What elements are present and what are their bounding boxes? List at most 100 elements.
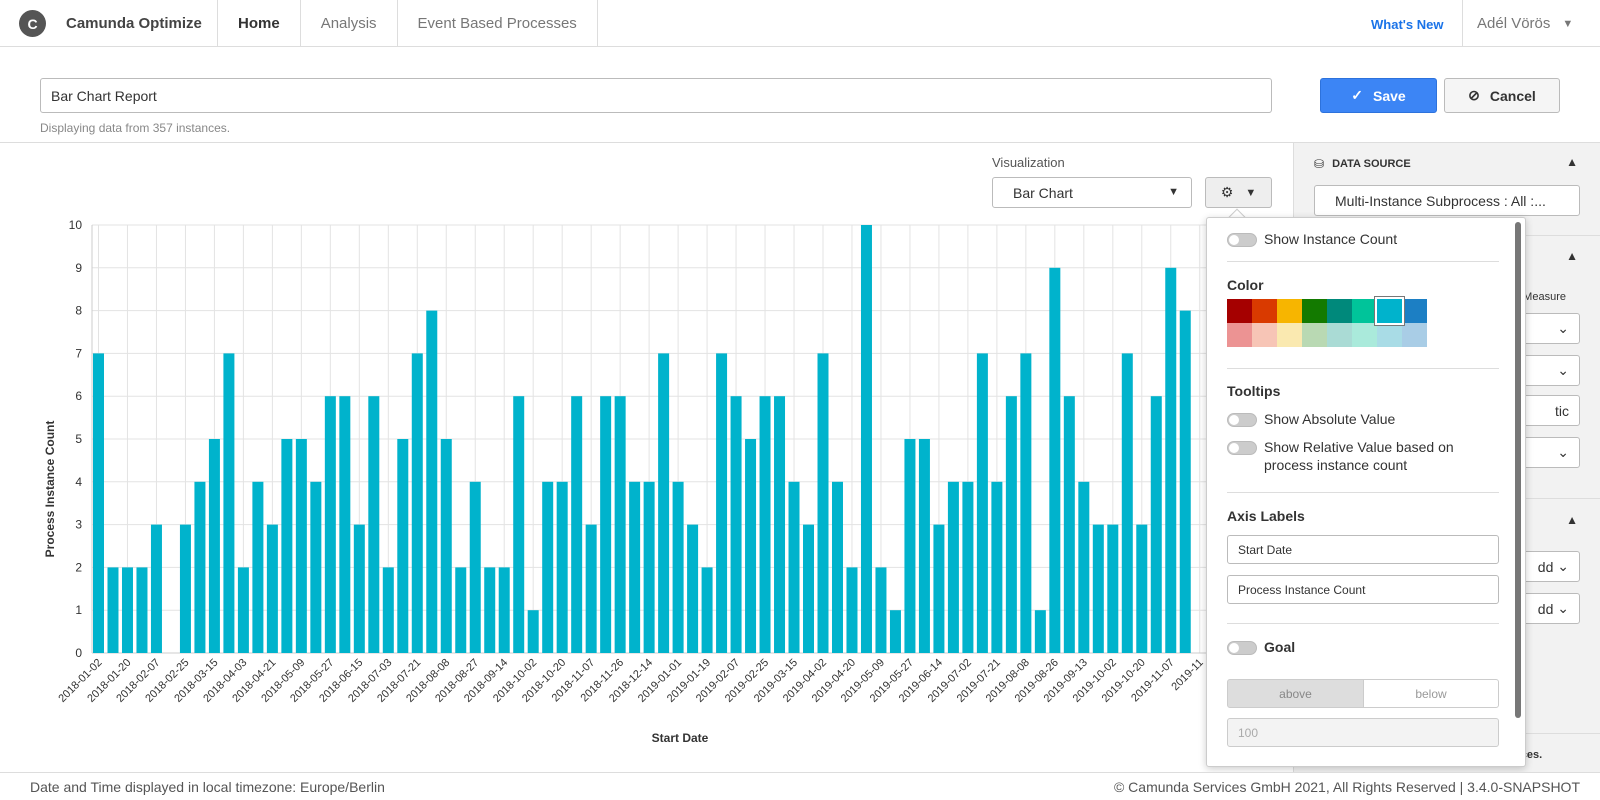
goal-above-button[interactable]: above (1227, 679, 1364, 708)
bar[interactable] (991, 481, 1003, 653)
bar[interactable] (353, 524, 365, 653)
bar[interactable] (194, 481, 206, 653)
bar[interactable] (614, 396, 626, 653)
color-swatch[interactable] (1302, 299, 1327, 323)
goal-toggle[interactable] (1227, 641, 1257, 655)
chevron-up-icon[interactable]: ▲ (1566, 249, 1578, 263)
bar[interactable] (208, 439, 220, 653)
bar[interactable] (701, 567, 713, 653)
bar[interactable] (774, 396, 786, 653)
camunda-logo-icon[interactable]: C (19, 10, 46, 37)
bar[interactable] (440, 439, 452, 653)
bar[interactable] (411, 353, 423, 653)
bar[interactable] (513, 396, 525, 653)
bar[interactable] (1020, 353, 1032, 653)
color-swatch[interactable] (1252, 323, 1277, 347)
whats-new-link[interactable]: What's New (1371, 17, 1444, 32)
bar[interactable] (498, 567, 510, 653)
bar[interactable] (947, 481, 959, 653)
bar[interactable] (687, 524, 699, 653)
bar[interactable] (730, 396, 742, 653)
bar[interactable] (1063, 396, 1075, 653)
bar[interactable] (933, 524, 945, 653)
show-relative-toggle[interactable] (1227, 441, 1257, 455)
bar[interactable] (469, 481, 481, 653)
bar[interactable] (1150, 396, 1162, 653)
color-swatch[interactable] (1227, 299, 1252, 323)
color-swatch[interactable] (1352, 299, 1377, 323)
bar[interactable] (1005, 396, 1017, 653)
bar[interactable] (759, 396, 771, 653)
bar[interactable] (875, 567, 887, 653)
color-swatch[interactable] (1227, 323, 1252, 347)
color-swatch[interactable] (1352, 323, 1377, 347)
bar[interactable] (136, 567, 148, 653)
goal-below-button[interactable]: below (1363, 679, 1499, 708)
color-swatch[interactable] (1377, 323, 1402, 347)
color-swatch[interactable] (1402, 299, 1427, 323)
bar[interactable] (1136, 524, 1148, 653)
bar[interactable] (672, 481, 684, 653)
bar[interactable] (121, 567, 133, 653)
bar[interactable] (600, 396, 612, 653)
color-swatch[interactable] (1402, 323, 1427, 347)
color-swatch[interactable] (1327, 323, 1352, 347)
bar[interactable] (803, 524, 815, 653)
chevron-up-icon[interactable]: ▲ (1566, 513, 1578, 527)
bar[interactable] (107, 567, 119, 653)
bar[interactable] (150, 524, 162, 653)
color-swatch[interactable] (1277, 299, 1302, 323)
bar[interactable] (339, 396, 351, 653)
bar[interactable] (889, 610, 901, 653)
show-instance-count-toggle[interactable] (1227, 233, 1257, 247)
chevron-up-icon[interactable]: ▲ (1566, 155, 1578, 169)
bar[interactable] (585, 524, 597, 653)
bar[interactable] (1165, 267, 1177, 653)
bar[interactable] (266, 524, 278, 653)
bar[interactable] (831, 481, 843, 653)
nav-event-based-processes[interactable]: Event Based Processes (396, 0, 598, 47)
cancel-button[interactable]: ⊘ Cancel (1444, 78, 1560, 113)
x-axis-label-input[interactable]: Start Date (1227, 535, 1499, 564)
bar[interactable] (542, 481, 554, 653)
bar[interactable] (1179, 310, 1191, 653)
bar[interactable] (1121, 353, 1133, 653)
popover-scrollbar[interactable] (1515, 222, 1521, 718)
bar[interactable] (716, 353, 728, 653)
data-source-header[interactable]: ⛁ DATA SOURCE (1314, 157, 1411, 171)
bar[interactable] (484, 567, 496, 653)
nav-analysis[interactable]: Analysis (299, 0, 397, 47)
show-absolute-toggle[interactable] (1227, 413, 1257, 427)
bar[interactable] (252, 481, 264, 653)
goal-value-input[interactable]: 100 (1227, 718, 1499, 747)
bar[interactable] (281, 439, 293, 653)
bar[interactable] (1034, 610, 1046, 653)
color-swatch[interactable] (1252, 299, 1277, 323)
bar[interactable] (976, 353, 988, 653)
bar[interactable] (368, 396, 380, 653)
bar[interactable] (179, 524, 191, 653)
color-swatch[interactable] (1327, 299, 1352, 323)
bar[interactable] (904, 439, 916, 653)
nav-home[interactable]: Home (217, 0, 300, 47)
user-menu[interactable]: Adél Vörös ▼ (1462, 0, 1573, 47)
save-button[interactable]: ✓ Save (1320, 78, 1437, 113)
color-swatch[interactable] (1302, 323, 1327, 347)
bar[interactable] (658, 353, 670, 653)
bar[interactable] (846, 567, 858, 653)
bar[interactable] (295, 439, 307, 653)
report-name-input[interactable] (40, 78, 1272, 113)
bar[interactable] (310, 481, 322, 653)
bar[interactable] (397, 439, 409, 653)
bar[interactable] (455, 567, 467, 653)
data-source-select[interactable]: Multi-Instance Subprocess : All :... (1314, 185, 1580, 216)
bar[interactable] (817, 353, 829, 653)
bar[interactable] (1078, 481, 1090, 653)
bar[interactable] (1107, 524, 1119, 653)
bar[interactable] (962, 481, 974, 653)
visualization-select[interactable]: Bar Chart ▼ (992, 177, 1192, 208)
bar[interactable] (629, 481, 641, 653)
bar[interactable] (1049, 267, 1061, 653)
bar[interactable] (527, 610, 539, 653)
configuration-button[interactable]: ⚙ ▼ (1205, 177, 1272, 208)
